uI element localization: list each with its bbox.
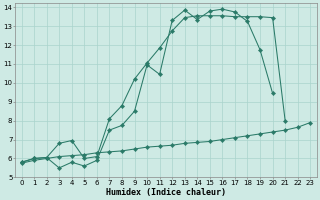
X-axis label: Humidex (Indice chaleur): Humidex (Indice chaleur) xyxy=(106,188,226,197)
